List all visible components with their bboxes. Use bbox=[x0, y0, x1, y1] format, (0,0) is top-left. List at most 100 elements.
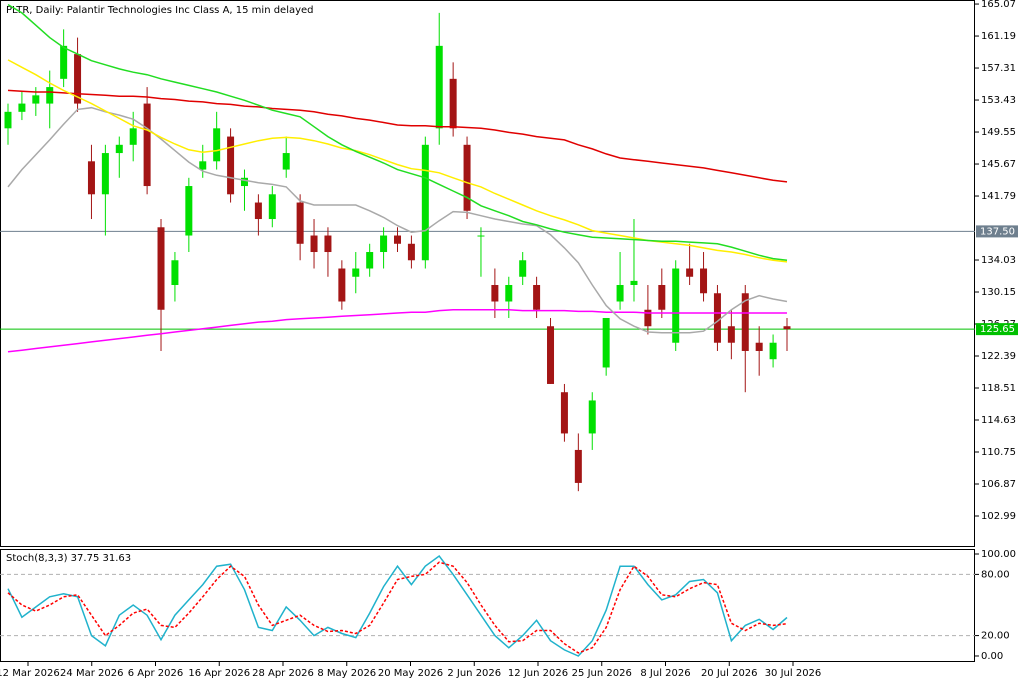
candle-body bbox=[449, 78, 457, 129]
y-tick-label: 80.00 bbox=[981, 569, 1010, 580]
y-tick-label: 114.63 bbox=[981, 415, 1016, 426]
x-tick-label: 12 Mar 2026 bbox=[0, 668, 60, 679]
candle-body bbox=[4, 111, 12, 129]
candle-body bbox=[254, 202, 262, 220]
candle-body bbox=[435, 45, 443, 129]
candle-body bbox=[129, 128, 137, 145]
candle-body bbox=[101, 153, 109, 195]
candle-body bbox=[588, 400, 596, 434]
candle-body bbox=[185, 186, 193, 236]
y-tick-label: 145.67 bbox=[981, 159, 1016, 170]
candle-body bbox=[700, 268, 708, 294]
candle-body bbox=[407, 243, 415, 261]
candle-body bbox=[171, 260, 179, 286]
candle-body bbox=[143, 103, 151, 187]
candle-body bbox=[755, 342, 763, 351]
x-tick-label: 8 May 2026 bbox=[317, 668, 376, 679]
candle-body bbox=[380, 235, 388, 253]
main-pane bbox=[0, 0, 975, 547]
x-tick-label: 8 Jul 2026 bbox=[640, 668, 690, 679]
x-tick-label: 30 Jul 2026 bbox=[765, 668, 822, 679]
candle-body bbox=[533, 285, 541, 310]
candle-body bbox=[713, 293, 721, 343]
x-tick-label: 16 Apr 2026 bbox=[188, 668, 250, 679]
price-level-label: 137.50 bbox=[980, 226, 1015, 237]
y-tick-label: 20.00 bbox=[981, 631, 1010, 642]
candle-body bbox=[60, 45, 68, 79]
x-tick-label: 6 Apr 2026 bbox=[128, 668, 183, 679]
indicator-line bbox=[7, 561, 788, 654]
indicator-line bbox=[7, 308, 787, 353]
y-tick-label: 122.39 bbox=[981, 351, 1016, 362]
stoch-pane bbox=[0, 549, 975, 662]
candle-body bbox=[310, 235, 318, 253]
candle-body bbox=[769, 342, 777, 360]
candle-body bbox=[630, 280, 638, 286]
y-tick-label: 153.43 bbox=[981, 95, 1016, 106]
indicator-main-value: 37.75 bbox=[71, 553, 100, 564]
indicator-signal-value: 31.63 bbox=[103, 553, 132, 564]
candle-body bbox=[87, 161, 95, 195]
y-tick-label: 134.03 bbox=[981, 255, 1016, 266]
price-level-label: 125.65 bbox=[980, 324, 1015, 335]
candle-body bbox=[74, 54, 82, 104]
x-tick-label: 20 May 2026 bbox=[378, 668, 443, 679]
x-tick-label: 25 Jun 2026 bbox=[572, 668, 632, 679]
candle-body bbox=[560, 392, 568, 434]
candle-body bbox=[268, 194, 276, 220]
candle-body bbox=[213, 128, 221, 162]
y-tick-label: 161.19 bbox=[981, 31, 1016, 42]
candle-body bbox=[115, 144, 123, 154]
y-tick-label: 165.07 bbox=[981, 0, 1016, 10]
candle-body bbox=[741, 293, 749, 351]
candle-body bbox=[394, 235, 401, 244]
y-tick-label: 157.31 bbox=[981, 63, 1016, 74]
candle-body bbox=[644, 309, 652, 327]
candle-body bbox=[18, 103, 26, 112]
candle-body bbox=[227, 136, 235, 195]
candle-body bbox=[519, 260, 527, 277]
price-level-box bbox=[976, 323, 1018, 336]
candle-body bbox=[421, 144, 429, 261]
candle-body bbox=[324, 235, 332, 253]
x-tick-label: 24 Mar 2026 bbox=[60, 668, 123, 679]
chart-title: PLTR, Daily: Palantir Technologies Inc C… bbox=[6, 5, 314, 16]
y-tick-label: 110.75 bbox=[981, 447, 1016, 458]
y-tick-label: 102.99 bbox=[981, 511, 1016, 522]
candle-body bbox=[686, 268, 694, 277]
indicator-line bbox=[7, 3, 788, 262]
price-level-box bbox=[976, 225, 1018, 238]
indicator-line bbox=[7, 106, 788, 334]
x-tick-label: 2 Jun 2026 bbox=[447, 668, 501, 679]
y-tick-label: 106.87 bbox=[981, 479, 1016, 490]
candle-body bbox=[296, 202, 304, 244]
candle-body bbox=[658, 285, 666, 310]
indicator-label: Stoch(8,3,3) 37.75 31.63 bbox=[6, 553, 131, 564]
candle-body bbox=[32, 95, 40, 104]
y-tick-label: 100.00 bbox=[981, 549, 1016, 560]
candle-body bbox=[783, 326, 791, 330]
candle-body bbox=[338, 268, 346, 302]
candle-body bbox=[547, 326, 555, 384]
y-tick-label: 0.00 bbox=[981, 651, 1003, 662]
candle-body bbox=[574, 449, 582, 483]
x-tick-label: 28 Apr 2026 bbox=[252, 668, 314, 679]
candle-body bbox=[672, 268, 680, 343]
candle-body bbox=[240, 177, 248, 187]
indicator-line bbox=[7, 554, 788, 657]
x-tick-label: 20 Jul 2026 bbox=[701, 668, 758, 679]
candle-body bbox=[491, 285, 499, 302]
y-tick-label: 118.51 bbox=[981, 383, 1016, 394]
candle-body bbox=[352, 268, 360, 277]
candle-body bbox=[727, 326, 735, 343]
candle-body bbox=[199, 161, 207, 170]
candle-body bbox=[616, 285, 624, 302]
candle-body bbox=[157, 227, 165, 310]
candle-body bbox=[602, 317, 610, 368]
candle-body bbox=[463, 144, 471, 211]
candle-body bbox=[477, 235, 485, 237]
y-tick-label: 141.79 bbox=[981, 191, 1016, 202]
candle-body bbox=[366, 252, 374, 269]
